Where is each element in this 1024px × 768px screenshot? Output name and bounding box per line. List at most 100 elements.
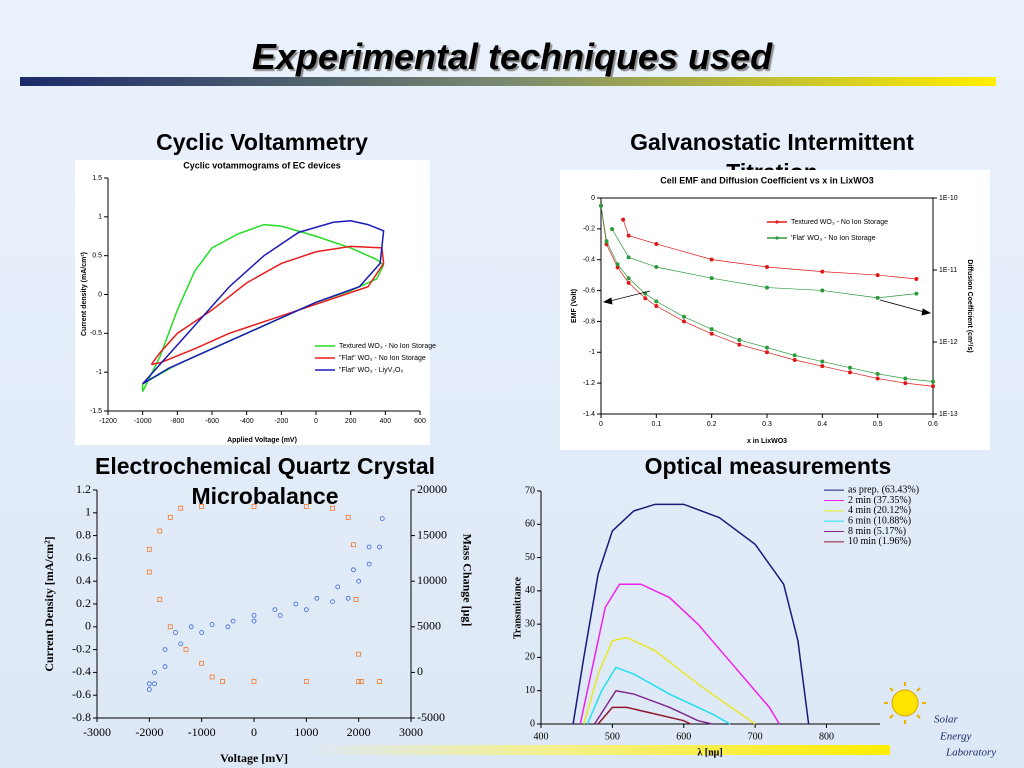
data-point	[146, 546, 152, 552]
y-tick-label: 1.5	[92, 175, 102, 182]
data-point	[820, 364, 825, 369]
data-point	[146, 681, 152, 687]
data-point	[377, 544, 383, 550]
plots: -1200 -1000 -800 -600 -400 -200 0 200 400 600-1.5…	[42, 160, 973, 764]
x-tick-label: 0	[599, 421, 603, 428]
data-point	[820, 269, 825, 274]
data-point	[599, 203, 604, 208]
data-point	[335, 584, 341, 590]
data-point	[654, 299, 659, 304]
x-tick-label: 600	[676, 731, 691, 742]
series-line	[611, 228, 917, 299]
series-line	[600, 205, 934, 382]
data-point	[178, 505, 184, 511]
data-point	[615, 262, 620, 267]
data-point	[178, 641, 184, 647]
y-tick-label: -1.5	[90, 408, 102, 415]
chart-title: Cell EMF and Diffusion Coefficient vs x …	[660, 175, 874, 185]
series-line	[150, 245, 385, 366]
data-point	[682, 314, 687, 319]
data-point	[643, 296, 648, 301]
data-point	[345, 514, 351, 520]
x-tick-label: -2000	[135, 725, 163, 739]
x-tick-label: 3000	[399, 725, 423, 739]
x-axis-label: Applied Voltage (mV)	[227, 437, 297, 444]
data-point	[314, 595, 320, 601]
data-point	[199, 630, 205, 635]
footer-bar	[310, 745, 890, 755]
y-tick-label: 0	[530, 718, 535, 729]
series-line	[583, 636, 756, 725]
y-tick-label: -0.8	[72, 710, 91, 724]
legend-marker	[775, 220, 779, 224]
x-tick-label: 800	[819, 731, 834, 742]
data-point	[220, 679, 226, 684]
x-tick-label: 400	[534, 731, 549, 742]
data-point	[146, 569, 152, 575]
legend-label: Textured WO₃ - No Ion Storage	[339, 343, 436, 350]
y-tick-label: -1.2	[583, 380, 595, 387]
data-point	[737, 337, 742, 342]
data-point	[230, 618, 236, 624]
data-point	[199, 504, 205, 509]
legend-box	[765, 214, 915, 246]
x-tick-label: 0.2	[707, 421, 717, 428]
data-point	[162, 664, 168, 670]
x-tick-label: -400	[240, 418, 254, 425]
y-tick-label: 10	[525, 685, 535, 696]
x-tick-label: 0.1	[651, 421, 661, 428]
y-tick-label: 0.2	[76, 596, 91, 610]
x-tick-label: -3000	[83, 725, 111, 739]
section-heading: Optical measurements	[644, 453, 892, 479]
y-tick-label: -1	[589, 349, 595, 356]
data-point	[709, 276, 714, 281]
x-tick-label: -200	[274, 418, 288, 425]
x-tick-label: 1000	[294, 725, 318, 739]
data-point	[162, 647, 168, 652]
data-point	[737, 342, 742, 347]
data-point	[621, 217, 626, 222]
data-point	[682, 319, 687, 324]
data-point	[277, 613, 283, 618]
y-tick-label: 30	[525, 618, 535, 629]
x-tick-label: 2000	[347, 725, 371, 739]
data-point	[303, 607, 309, 613]
data-point	[875, 376, 880, 381]
data-point	[303, 504, 309, 509]
data-point	[903, 381, 908, 386]
y-axis-label: EMF (Volt)	[571, 289, 578, 323]
y-tick-label: -0.2	[72, 641, 91, 655]
y-tick-label: 0.5	[92, 253, 102, 260]
y-tick-label: -0.5	[90, 330, 102, 337]
y2-tick-label: 10000	[417, 573, 447, 587]
y2-tick-label: 5000	[417, 619, 441, 633]
data-point	[356, 578, 362, 584]
data-point	[654, 303, 659, 308]
legend-label: 2 min (37.35%)	[848, 495, 911, 506]
data-point	[167, 514, 173, 520]
legend-marker	[775, 236, 779, 240]
data-point	[356, 679, 362, 684]
x-tick-label: 600	[414, 418, 426, 425]
y2-tick-label: 1E-10	[939, 195, 958, 202]
data-point	[366, 561, 372, 567]
x-axis-label: x in LixWO3	[747, 438, 787, 445]
x-axis-label: λ [nμ]	[697, 747, 722, 758]
data-point	[272, 607, 278, 613]
data-point	[173, 630, 178, 635]
series-line	[142, 219, 385, 385]
y-tick-label: 40	[525, 585, 535, 596]
data-point	[379, 516, 385, 521]
data-point	[765, 345, 770, 350]
y-axis-label: Transmittance	[512, 576, 523, 639]
legend-label: 4 min (20.12%)	[848, 505, 911, 516]
data-point	[183, 647, 189, 652]
legend-label: 8 min (5.17%)	[848, 526, 906, 537]
y-tick-label: 0.4	[76, 573, 91, 587]
data-point	[626, 255, 631, 260]
data-point	[709, 257, 714, 262]
legend-label: 10 min (1.96%)	[848, 536, 911, 547]
data-point	[931, 384, 936, 389]
y-tick-label: -0.4	[72, 664, 91, 678]
